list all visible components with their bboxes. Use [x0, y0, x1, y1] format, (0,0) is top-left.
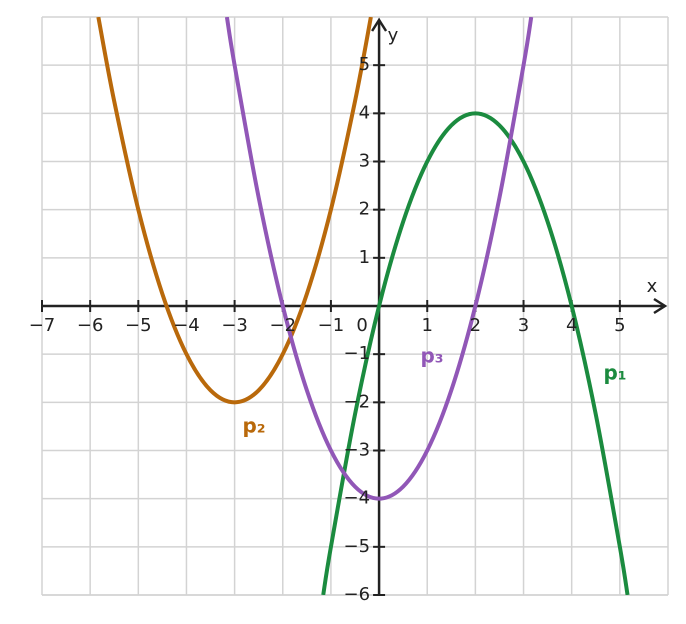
x-tick-label: 5: [614, 315, 625, 336]
x-tick-label: 3: [518, 315, 529, 336]
x-tick-label: 0: [356, 315, 367, 336]
x-tick-label: −3: [221, 315, 248, 336]
curves: [96, 17, 630, 595]
y-tick-label: −6: [344, 584, 371, 605]
x-arrow: [653, 297, 668, 315]
x-tick-label: −2: [269, 315, 296, 336]
y-tick-label: 4: [359, 102, 370, 123]
curve: [224, 17, 534, 501]
x-tick-label: 2: [470, 315, 481, 336]
curve: [321, 111, 630, 595]
labels: −7 −6 −5 −4 −3 −2 −1 0 1 2 3 4 5 −6 −5 −4 −3 −2 −1 1 2 3 4 5 p₁ p…: [29, 54, 627, 605]
y-tick-label: −1: [344, 343, 371, 364]
x-tick-label: −6: [77, 315, 104, 336]
y-tick-label: 1: [359, 247, 370, 268]
x-tick-label: 4: [566, 315, 577, 336]
curve-label: p₂: [242, 414, 265, 438]
curve-label: p₃: [420, 344, 443, 368]
x-tick-label: −1: [318, 315, 345, 336]
y-arrow: [371, 17, 388, 32]
y-tick-label: 2: [359, 199, 370, 220]
y-tick-label: −5: [344, 536, 371, 557]
x-axis-label: x: [647, 276, 658, 297]
y-tick-label: 3: [359, 151, 370, 172]
curve: [96, 17, 373, 405]
y-axis-label: y: [388, 25, 399, 46]
y-tick-label: 5: [359, 54, 370, 75]
y-tick-label: −2: [344, 391, 371, 412]
x-tick-label: −4: [173, 315, 200, 336]
y-tick-label: −4: [344, 488, 371, 509]
x-tick-label: −5: [125, 315, 152, 336]
x-tick-label: −7: [29, 315, 56, 336]
y-tick-label: −3: [344, 440, 371, 461]
x-tick-label: 1: [422, 315, 433, 336]
curve-label: p₁: [603, 361, 626, 385]
